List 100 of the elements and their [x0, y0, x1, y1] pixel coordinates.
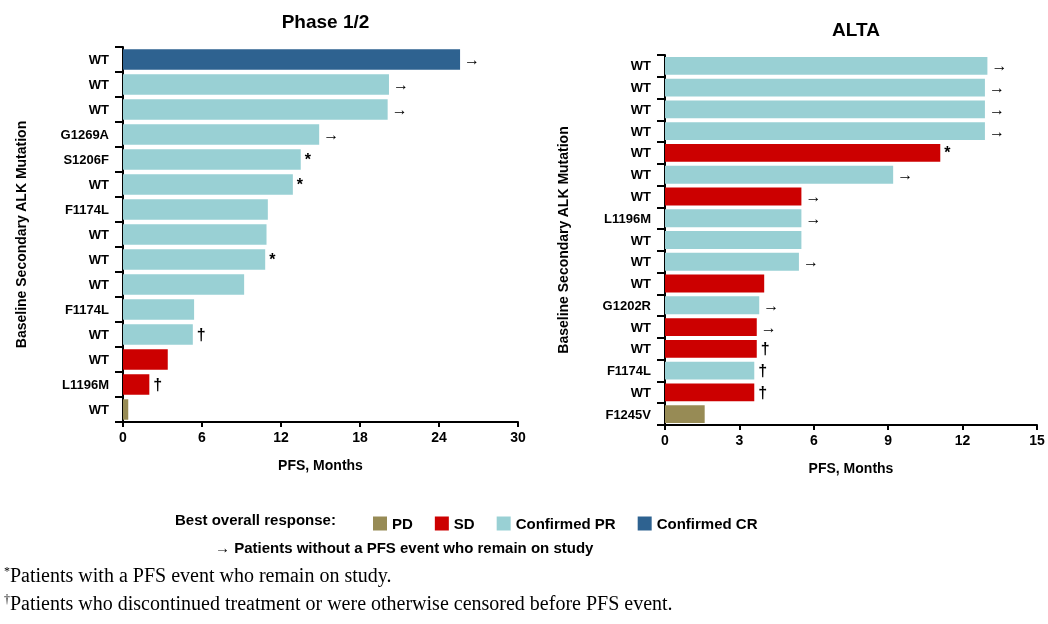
- bar: [665, 361, 755, 380]
- legend-title: Best overall response:: [175, 511, 336, 528]
- y-tick-label: F1174L: [606, 363, 652, 379]
- bar: [665, 209, 802, 228]
- y-tick-label: WT: [630, 123, 652, 139]
- bar: [123, 399, 129, 420]
- data-label: →: [988, 79, 1005, 97]
- bar: [665, 296, 760, 315]
- bar: [123, 274, 245, 295]
- bar: [123, 349, 168, 370]
- y-tick-label: F1174L: [64, 202, 110, 217]
- data-label: →: [392, 76, 409, 93]
- data-label: →: [802, 253, 819, 271]
- data-label: →: [760, 318, 777, 336]
- bar: [665, 383, 755, 402]
- bar: [665, 252, 799, 271]
- y-tick-label: WT: [88, 327, 110, 342]
- bar: [665, 165, 894, 184]
- y-tick-label: WT: [88, 52, 110, 67]
- y-tick-label: WT: [630, 101, 652, 117]
- y-tick-label: F1174L: [64, 302, 110, 317]
- y-tick-label: G1202R: [602, 297, 652, 313]
- x-tick-label: 3: [735, 432, 744, 448]
- y-tick-label: WT: [88, 77, 110, 92]
- y-tick-label: WT: [630, 384, 652, 400]
- bar: [665, 56, 988, 75]
- y-tick-label: WT: [630, 58, 652, 74]
- y-tick-label: WT: [88, 277, 110, 292]
- data-label: →: [897, 166, 914, 184]
- data-label: →: [805, 187, 822, 205]
- y-tick-label: WT: [88, 352, 110, 367]
- bar: [665, 318, 757, 336]
- x-tick-label: 0: [119, 429, 128, 445]
- data-label: †: [758, 383, 768, 401]
- data-label: →: [991, 57, 1008, 75]
- text: → Patients without a PFS event who remain on study: [215, 539, 595, 556]
- data-label: †: [196, 326, 206, 343]
- y-tick-label: WT: [630, 145, 652, 161]
- y-tick-label: L1196M: [62, 377, 109, 392]
- legend-label: Confirmed PR: [515, 515, 616, 532]
- bar: [123, 224, 267, 245]
- bar: [665, 144, 941, 162]
- bar: [665, 122, 985, 141]
- legend-label: Confirmed CR: [656, 515, 758, 532]
- y-tick-label: S1206F: [63, 152, 110, 167]
- y-axis-title: Baseline Secondary ALK Mutation: [13, 120, 29, 349]
- y-tick-label: WT: [88, 227, 110, 242]
- bar: [665, 405, 705, 424]
- x-tick-label: 12: [273, 429, 289, 445]
- x-tick-label: 6: [198, 429, 207, 445]
- y-tick-label: WT: [630, 188, 652, 204]
- y-tick-label: WT: [630, 254, 652, 270]
- y-tick-label: G1269A: [60, 127, 110, 142]
- data-label: →: [323, 126, 340, 143]
- data-label: †: [153, 376, 163, 393]
- bar: [123, 199, 268, 220]
- data-label: *: [304, 151, 312, 168]
- legend-label: SD: [453, 515, 475, 532]
- y-tick-label: WT: [630, 341, 652, 357]
- y-tick-label: WT: [88, 177, 110, 192]
- bar: [123, 324, 193, 345]
- bar: [665, 339, 757, 358]
- bar: [123, 99, 388, 120]
- bar: [123, 374, 150, 395]
- data-label: →: [988, 100, 1005, 118]
- y-tick-label: F1245V: [605, 406, 652, 422]
- x-axis-title: PFS, Months: [278, 457, 364, 473]
- x-tick-label: 15: [1029, 432, 1045, 448]
- bar: [123, 74, 389, 95]
- bar: [665, 274, 765, 293]
- y-tick-label: WT: [630, 80, 652, 96]
- x-tick-label: 0: [661, 432, 670, 448]
- bar: [665, 78, 985, 97]
- data-label: →: [805, 209, 822, 227]
- data-label: †: [760, 340, 770, 358]
- text: †Patients who discontinued treatment or were otherwise censored before PFS event.: [4, 592, 673, 614]
- text: *Patients with a PFS event who remain on study.: [4, 564, 392, 587]
- data-label: †: [758, 362, 768, 380]
- chart-title: Phase 1/2: [281, 11, 370, 32]
- bar: [123, 299, 195, 320]
- y-tick-label: WT: [630, 319, 652, 335]
- x-tick-label: 12: [954, 432, 971, 448]
- data-label: →: [763, 296, 780, 314]
- y-tick-label: WT: [88, 102, 110, 117]
- y-tick-label: WT: [630, 167, 652, 183]
- x-tick-label: 6: [809, 432, 818, 448]
- data-label: →: [988, 122, 1005, 140]
- data-label: *: [269, 251, 277, 268]
- y-tick-label: L1196M: [604, 210, 651, 226]
- data-label: →: [391, 101, 408, 118]
- chart-title: ALTA: [832, 19, 881, 40]
- y-axis-title: Baseline Secondary ALK Mutation: [555, 126, 571, 354]
- data-label: *: [296, 176, 304, 193]
- bar: [123, 174, 293, 195]
- y-tick-label: WT: [630, 276, 652, 292]
- x-tick-label: 18: [352, 429, 368, 445]
- bar: [123, 49, 461, 70]
- x-tick-label: 24: [431, 429, 447, 445]
- legend-label: PD: [392, 515, 413, 532]
- x-axis-title: PFS, Months: [808, 460, 894, 476]
